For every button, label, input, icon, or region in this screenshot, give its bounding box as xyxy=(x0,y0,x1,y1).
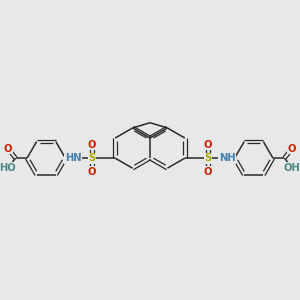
Text: S: S xyxy=(204,153,211,163)
Text: O: O xyxy=(4,144,12,154)
Text: O: O xyxy=(88,140,96,150)
Text: NH: NH xyxy=(219,153,235,163)
Text: HO: HO xyxy=(0,163,16,173)
Text: O: O xyxy=(204,140,212,150)
Text: O: O xyxy=(88,167,96,176)
Text: O: O xyxy=(204,167,212,176)
Text: OH: OH xyxy=(284,163,300,173)
Text: S: S xyxy=(88,153,96,163)
Text: HN: HN xyxy=(65,153,81,163)
Text: O: O xyxy=(288,144,296,154)
